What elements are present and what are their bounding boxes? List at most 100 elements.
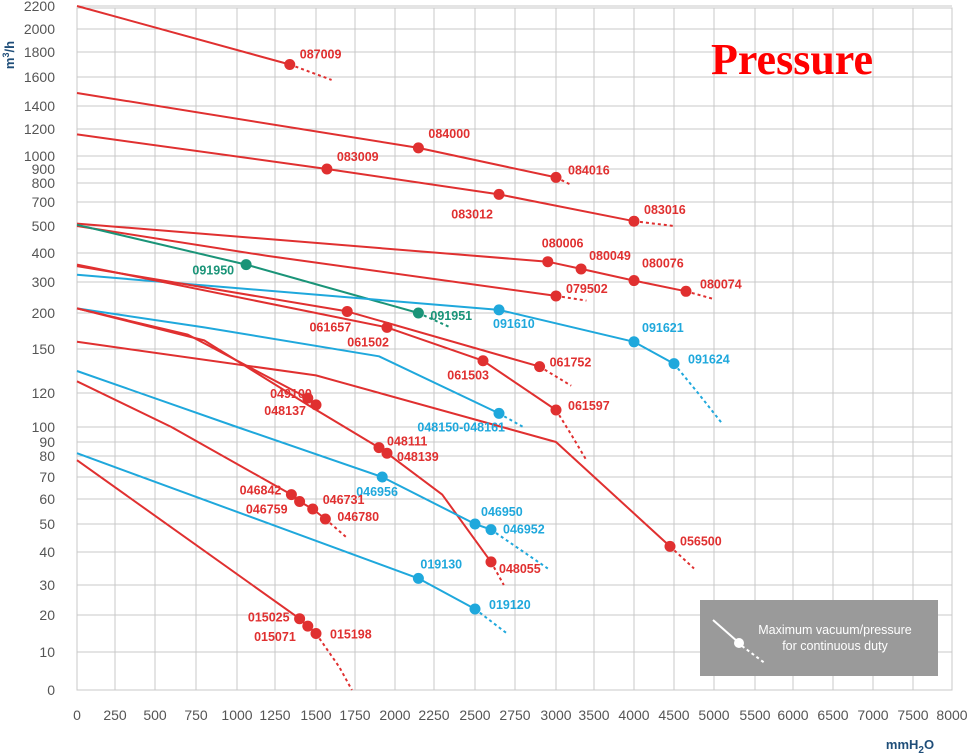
y-tick-label: 20 <box>39 607 55 623</box>
marker-046731 <box>307 503 319 515</box>
point-label-046952: 046952 <box>503 523 545 537</box>
x-tick-label: 1750 <box>339 707 370 723</box>
x-tick-label: 1250 <box>259 707 290 723</box>
marker-079502 <box>550 290 562 302</box>
point-label-046731: 046731 <box>323 493 365 507</box>
marker-061502 <box>381 321 393 333</box>
legend-background <box>700 600 938 676</box>
marker-083016 <box>628 215 640 227</box>
x-tick-label: 2500 <box>459 707 490 723</box>
point-label-080074: 080074 <box>700 277 742 291</box>
y-tick-label: 700 <box>32 194 56 210</box>
marker-091624 <box>668 358 680 370</box>
y-tick-label: 1000 <box>24 148 55 164</box>
curve-tail-079502 <box>555 294 587 302</box>
point-label-048111: 048111 <box>387 435 427 449</box>
point-label-061502: 061502 <box>347 335 389 349</box>
y-tick-label: 800 <box>32 175 56 191</box>
legend-text-line2: for continuous duty <box>782 639 888 653</box>
marker-048055 <box>485 556 497 568</box>
x-tick-labels: 0 250 500 750 1000 1250 1500 1750 2000 2250 2500 27… <box>73 707 968 723</box>
point-label-048055: 048055 <box>499 562 541 576</box>
legend-box: Maximum vacuum/pressure for continuous d… <box>700 600 938 676</box>
point-label-091951: 091951 <box>430 309 472 323</box>
x-tick-label: 1500 <box>300 707 331 723</box>
point-labels: 087009 084000 084016 083009 083012 083016 0800… <box>192 48 741 645</box>
x-tick-label: 7500 <box>897 707 928 723</box>
legend-dashed-line <box>741 645 767 665</box>
x-tick-label: 1000 <box>221 707 252 723</box>
point-label-015071: 015071 <box>254 630 296 644</box>
point-label-080006: 080006 <box>542 237 584 251</box>
y-tick-label: 1600 <box>24 69 55 85</box>
point-label-048139: 048139 <box>397 450 439 464</box>
point-label-083009: 083009 <box>337 150 379 164</box>
y-axis-label: m3/h <box>1 41 17 69</box>
point-label-056500: 056500 <box>680 534 722 548</box>
marker-091610 <box>493 304 505 316</box>
marker-056500 <box>664 540 676 552</box>
grid <box>76 5 953 691</box>
x-tick-label: 5500 <box>739 707 770 723</box>
point-label-083016: 083016 <box>644 203 686 217</box>
x-tick-label: 5000 <box>698 707 729 723</box>
markers <box>240 59 692 639</box>
point-label-084016: 084016 <box>568 163 610 177</box>
x-tick-label: 6500 <box>817 707 848 723</box>
point-label-046759: 046759 <box>246 503 288 517</box>
marker-080049 <box>575 263 587 275</box>
curve-tail-015025 <box>315 632 353 691</box>
point-label-080049: 080049 <box>589 249 631 263</box>
point-label-015198: 015198 <box>330 628 372 642</box>
y-tick-label: 50 <box>39 516 55 532</box>
x-tick-label: 3000 <box>540 707 571 723</box>
point-label-061503: 061503 <box>447 369 489 383</box>
y-tick-label: 1800 <box>24 44 55 60</box>
y-tick-label: 30 <box>39 577 55 593</box>
y-tick-label: 200 <box>32 305 56 321</box>
x-tick-label: 6000 <box>777 707 808 723</box>
x-tick-label: 8000 <box>936 707 967 723</box>
point-label-091621: 091621 <box>642 321 684 335</box>
marker-015025 <box>294 613 306 625</box>
x-tick-label: 250 <box>103 707 127 723</box>
y-tick-label: 0 <box>47 682 55 698</box>
point-label-061597: 061597 <box>568 399 610 413</box>
point-label-091950: 091950 <box>192 264 234 278</box>
point-label-049100: 049100 <box>270 387 312 401</box>
y-tick-label: 400 <box>32 245 56 261</box>
curve-091610 <box>76 273 675 365</box>
marker-046950 <box>469 518 481 530</box>
curve-083009 <box>76 133 635 223</box>
curve-015025 <box>76 459 317 635</box>
point-label-048150-048161: 048150-048161 <box>417 420 505 434</box>
point-label-046950: 046950 <box>481 505 523 519</box>
marker-061657 <box>341 305 353 317</box>
legend-solid-line <box>712 619 739 643</box>
y-tick-label: 2000 <box>24 21 55 37</box>
marker-061503 <box>477 355 489 367</box>
point-label-046842: 046842 <box>240 484 282 498</box>
marker-080006 <box>542 256 554 268</box>
x-tick-label: 7000 <box>857 707 888 723</box>
curve-087009 <box>76 5 291 66</box>
y-tick-label: 2200 <box>24 0 55 14</box>
point-label-091624: 091624 <box>688 353 730 367</box>
chart-title: Pressure <box>711 35 873 84</box>
marker-015198 <box>310 628 322 639</box>
y-tick-label: 900 <box>32 161 56 177</box>
marker-046780 <box>319 513 331 525</box>
marker-049100 <box>302 392 314 404</box>
x-tick-label: 2250 <box>418 707 449 723</box>
x-tick-label: 2000 <box>379 707 410 723</box>
curve-tail-019130 <box>474 608 508 635</box>
marker-080076 <box>628 275 640 287</box>
marker-046842 <box>285 489 297 501</box>
point-label-080076: 080076 <box>642 257 684 271</box>
legend-text-line1: Maximum vacuum/pressure <box>758 623 912 637</box>
y-tick-label: 1200 <box>24 121 55 137</box>
marker-046759 <box>294 496 306 507</box>
point-label-046956: 046956 <box>356 485 398 499</box>
